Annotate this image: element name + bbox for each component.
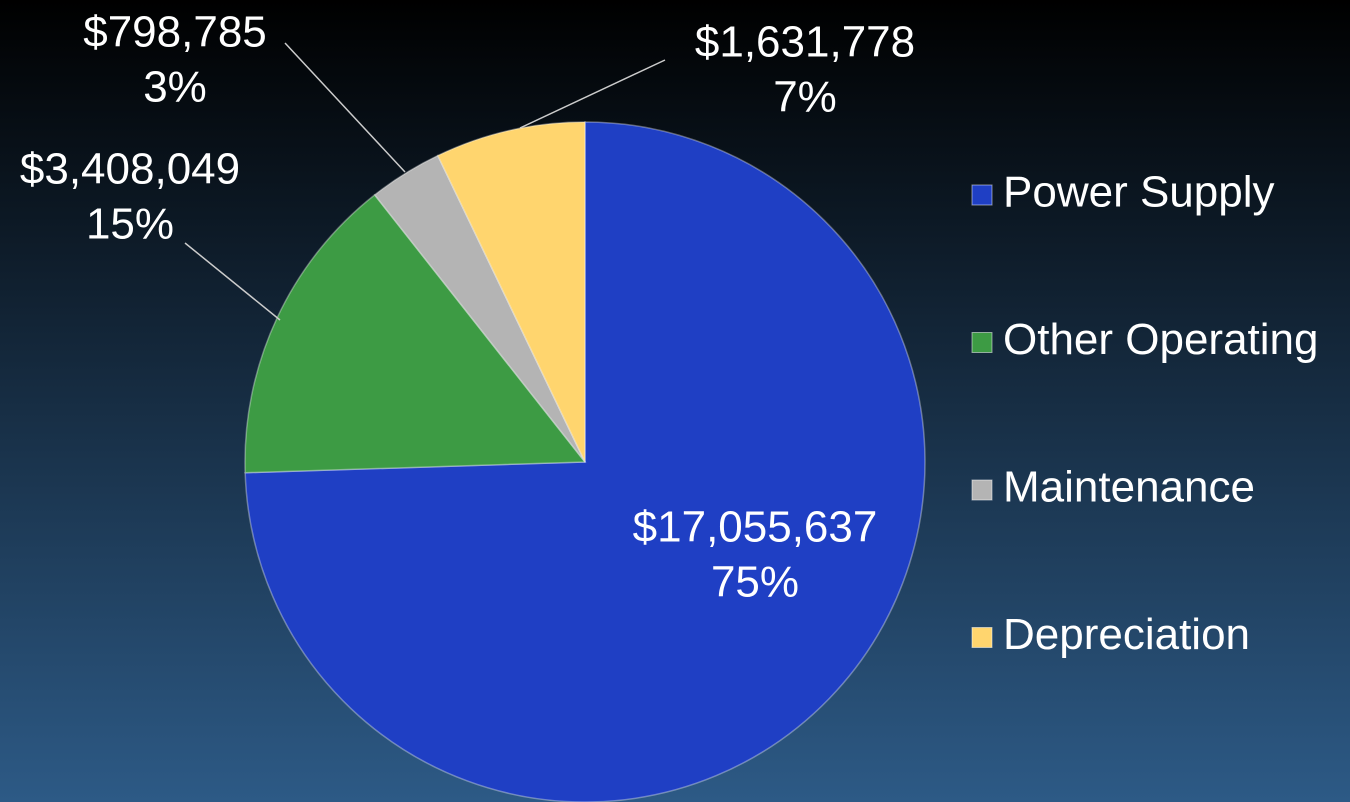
data-label: $3,408,049 bbox=[20, 145, 240, 194]
data-label: $1,631,778 bbox=[695, 18, 915, 67]
leader-line bbox=[284, 42, 406, 173]
percent-label: 3% bbox=[143, 63, 207, 112]
pie-slice bbox=[436, 121, 586, 463]
legend-swatch bbox=[971, 332, 993, 353]
pie bbox=[244, 121, 926, 802]
legend-swatch bbox=[971, 627, 993, 648]
legend-label: Depreciation bbox=[1003, 610, 1250, 659]
percent-label: 7% bbox=[773, 73, 837, 122]
leader-line bbox=[184, 242, 281, 321]
legend-label: Maintenance bbox=[1003, 463, 1255, 512]
legend-swatch bbox=[971, 479, 993, 501]
legend-label: Power Supply bbox=[1003, 168, 1274, 217]
data-label: $17,055,637 bbox=[633, 503, 878, 552]
leader-line bbox=[519, 59, 666, 129]
data-label: $798,785 bbox=[83, 8, 267, 57]
data-labels: $17,055,637 75% $3,408,049 15% $798,785 3% $1,… bbox=[20, 8, 915, 607]
legend-swatch bbox=[971, 184, 993, 206]
pie-slice bbox=[244, 121, 926, 802]
percent-label: 15% bbox=[86, 200, 174, 249]
percent-label: 75% bbox=[711, 558, 799, 607]
legend-label: Other Operating bbox=[1003, 315, 1319, 364]
legend: Power Supply Other Operating Maintenance De… bbox=[971, 168, 1319, 659]
pie-slice bbox=[373, 154, 586, 463]
